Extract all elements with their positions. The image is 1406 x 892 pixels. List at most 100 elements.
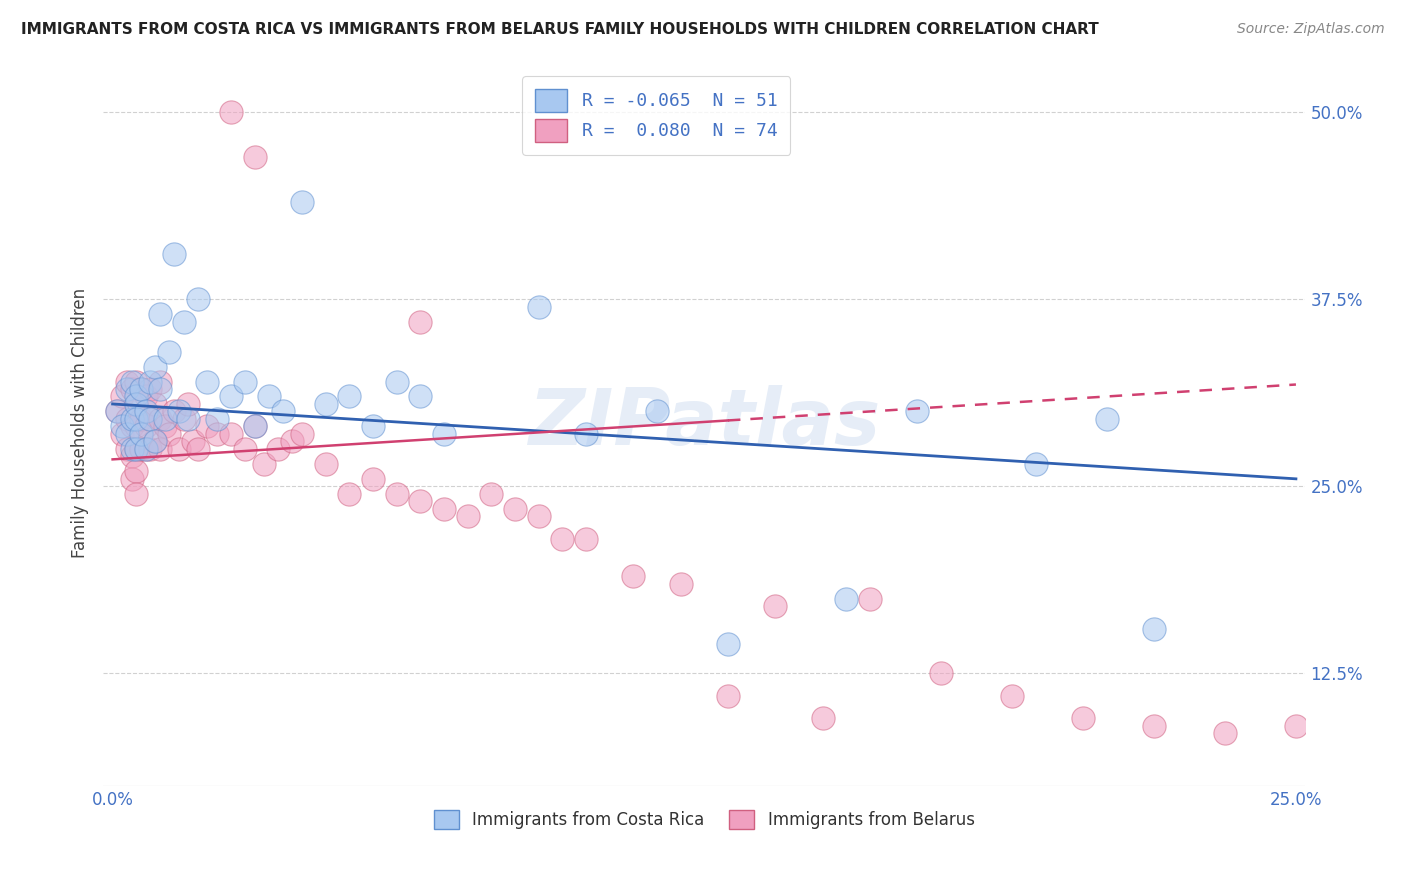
Point — [361, 472, 384, 486]
Point — [115, 442, 138, 456]
Point — [385, 375, 408, 389]
Text: ZIPatlas: ZIPatlas — [529, 384, 880, 460]
Point — [153, 412, 176, 426]
Point — [115, 412, 138, 426]
Point — [433, 501, 456, 516]
Point — [205, 426, 228, 441]
Point — [835, 591, 858, 606]
Point — [167, 442, 190, 456]
Point — [139, 412, 162, 426]
Point — [125, 412, 148, 426]
Y-axis label: Family Households with Children: Family Households with Children — [72, 287, 89, 558]
Point — [409, 389, 432, 403]
Point — [433, 426, 456, 441]
Point — [143, 397, 166, 411]
Point — [135, 419, 157, 434]
Point — [149, 442, 172, 456]
Point — [315, 397, 337, 411]
Point — [205, 412, 228, 426]
Point — [385, 487, 408, 501]
Point — [281, 434, 304, 449]
Point — [645, 404, 668, 418]
Point — [1143, 719, 1166, 733]
Point — [527, 509, 550, 524]
Point — [111, 389, 134, 403]
Point — [315, 457, 337, 471]
Point — [121, 450, 143, 464]
Point — [125, 419, 148, 434]
Point — [125, 464, 148, 478]
Point — [291, 426, 314, 441]
Point — [409, 494, 432, 508]
Point — [479, 487, 502, 501]
Point — [125, 397, 148, 411]
Point — [291, 194, 314, 209]
Point — [1143, 622, 1166, 636]
Point — [125, 442, 148, 456]
Point — [763, 599, 786, 613]
Point — [233, 442, 256, 456]
Point — [125, 375, 148, 389]
Point — [219, 105, 242, 120]
Point — [157, 426, 180, 441]
Point — [253, 457, 276, 471]
Point — [243, 419, 266, 434]
Point — [129, 426, 152, 441]
Point — [121, 382, 143, 396]
Point — [195, 419, 218, 434]
Point — [129, 412, 152, 426]
Point — [163, 404, 186, 418]
Point — [575, 426, 598, 441]
Point — [409, 315, 432, 329]
Point — [503, 501, 526, 516]
Point — [139, 412, 162, 426]
Point — [219, 426, 242, 441]
Legend: Immigrants from Costa Rica, Immigrants from Belarus: Immigrants from Costa Rica, Immigrants f… — [427, 803, 981, 836]
Point — [527, 300, 550, 314]
Point — [121, 375, 143, 389]
Point — [195, 375, 218, 389]
Point — [121, 412, 143, 426]
Point — [337, 487, 360, 501]
Point — [135, 404, 157, 418]
Point — [181, 434, 204, 449]
Point — [167, 404, 190, 418]
Point — [257, 389, 280, 403]
Text: Source: ZipAtlas.com: Source: ZipAtlas.com — [1237, 22, 1385, 37]
Point — [115, 382, 138, 396]
Point — [1095, 412, 1118, 426]
Point — [135, 442, 157, 456]
Point — [233, 375, 256, 389]
Point — [551, 532, 574, 546]
Point — [149, 412, 172, 426]
Point — [1071, 711, 1094, 725]
Point — [121, 442, 143, 456]
Point — [575, 532, 598, 546]
Point — [121, 419, 143, 434]
Point — [125, 487, 148, 501]
Point — [129, 382, 152, 396]
Point — [105, 404, 128, 418]
Point — [135, 389, 157, 403]
Point — [621, 569, 644, 583]
Point — [173, 315, 195, 329]
Point — [125, 389, 148, 403]
Point — [1001, 689, 1024, 703]
Point — [859, 591, 882, 606]
Text: IMMIGRANTS FROM COSTA RICA VS IMMIGRANTS FROM BELARUS FAMILY HOUSEHOLDS WITH CHI: IMMIGRANTS FROM COSTA RICA VS IMMIGRANTS… — [21, 22, 1099, 37]
Point — [457, 509, 479, 524]
Point — [187, 292, 209, 306]
Point — [163, 247, 186, 261]
Point — [139, 442, 162, 456]
Point — [187, 442, 209, 456]
Point — [121, 472, 143, 486]
Point — [149, 382, 172, 396]
Point — [149, 307, 172, 321]
Point — [337, 389, 360, 403]
Point — [129, 442, 152, 456]
Point — [271, 404, 294, 418]
Point — [143, 434, 166, 449]
Point — [361, 419, 384, 434]
Point — [153, 419, 176, 434]
Point — [929, 666, 952, 681]
